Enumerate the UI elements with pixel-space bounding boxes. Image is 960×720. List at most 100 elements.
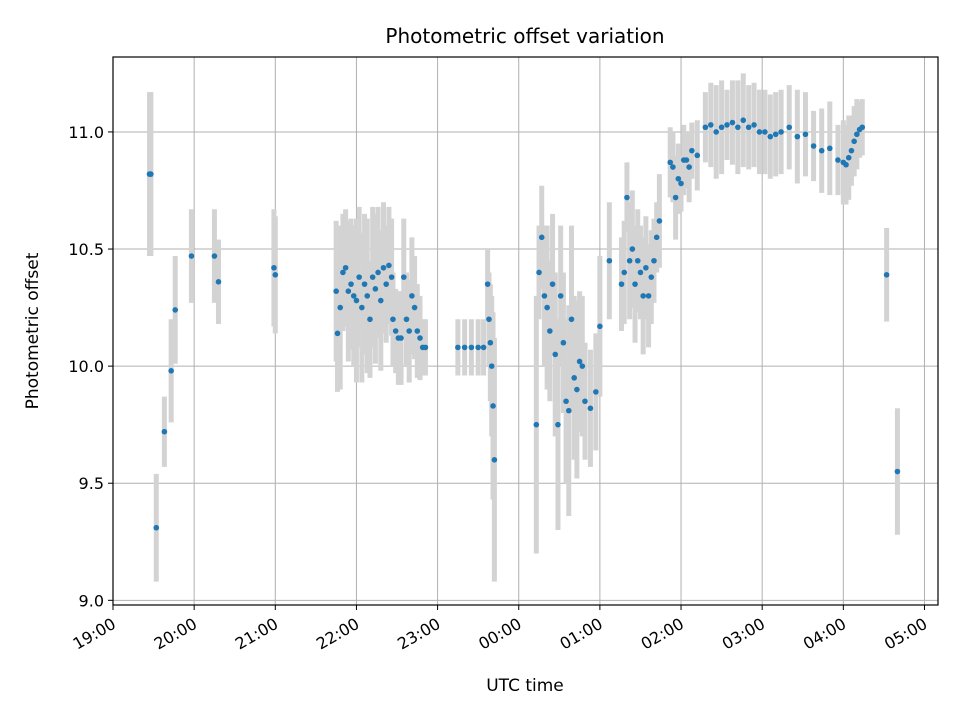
- data-point: [377, 297, 384, 304]
- data-point: [640, 293, 646, 299]
- data-point: [552, 351, 559, 358]
- data-point: [337, 304, 344, 311]
- data-point: [786, 124, 793, 131]
- data-point: [740, 117, 747, 124]
- data-point: [843, 161, 849, 168]
- data-point: [153, 524, 160, 531]
- data-point: [729, 119, 736, 126]
- data-point: [369, 274, 376, 280]
- data-point: [148, 171, 154, 177]
- data-point: [634, 257, 641, 264]
- data-point: [571, 375, 577, 381]
- data-point: [678, 180, 684, 187]
- data-point: [468, 344, 475, 351]
- y-axis-title: Photometric offset: [23, 252, 43, 409]
- data-point: [475, 344, 481, 351]
- x-tick-label: 00:00: [475, 614, 524, 654]
- data-point: [359, 304, 365, 311]
- y-tick-label: 9.0: [79, 591, 104, 610]
- data-point: [188, 253, 195, 259]
- data-point: [643, 264, 649, 271]
- data-point: [637, 269, 644, 276]
- data-point: [672, 194, 679, 201]
- data-point: [409, 293, 415, 299]
- data-point: [422, 344, 429, 351]
- data-point: [364, 293, 371, 299]
- data-point: [353, 297, 360, 304]
- x-tick-label: 22:00: [313, 614, 362, 654]
- data-point: [756, 129, 763, 135]
- x-tick-label: 20:00: [151, 614, 200, 654]
- data-point: [392, 328, 399, 334]
- data-point: [356, 274, 362, 280]
- y-tick-label: 10.5: [68, 240, 104, 259]
- data-point: [549, 281, 556, 287]
- data-point: [348, 281, 354, 287]
- data-point: [271, 264, 277, 271]
- data-point: [587, 405, 594, 412]
- data-point: [414, 328, 421, 334]
- data-point: [582, 398, 588, 405]
- x-tick-label: 03:00: [719, 614, 768, 654]
- data-point: [361, 281, 368, 287]
- data-point: [851, 138, 857, 145]
- data-point: [490, 403, 496, 409]
- data-point: [403, 316, 410, 323]
- data-point: [538, 234, 545, 241]
- data-point: [398, 335, 404, 341]
- data-point: [751, 122, 757, 128]
- data-point: [484, 281, 491, 287]
- data-point: [656, 218, 663, 224]
- data-point: [565, 407, 572, 414]
- data-point: [859, 124, 866, 131]
- x-tick-label: 19:00: [70, 614, 119, 654]
- chart-title: Photometric offset variation: [385, 24, 664, 48]
- data-point: [713, 129, 719, 135]
- data-point: [618, 281, 625, 287]
- x-tick-label: 23:00: [394, 614, 443, 654]
- data-point: [683, 157, 690, 163]
- data-point: [827, 145, 833, 152]
- data-point: [675, 175, 682, 182]
- x-tick-label: 04:00: [800, 614, 849, 654]
- data-point: [487, 339, 494, 346]
- data-point: [670, 164, 676, 170]
- data-point: [718, 124, 725, 131]
- data-point: [794, 133, 801, 140]
- data-points: [146, 117, 901, 531]
- data-point: [802, 131, 809, 138]
- data-point: [383, 281, 389, 287]
- data-point: [574, 386, 580, 393]
- data-point: [380, 264, 387, 271]
- data-point: [417, 335, 423, 341]
- data-point: [172, 307, 179, 313]
- data-point: [894, 468, 901, 475]
- data-point: [606, 257, 613, 264]
- data-point: [686, 164, 692, 170]
- data-point: [854, 131, 860, 138]
- data-point: [406, 328, 412, 334]
- data-point: [541, 293, 548, 299]
- data-point: [350, 293, 357, 299]
- data-point: [624, 194, 630, 201]
- data-point: [367, 316, 373, 323]
- data-point: [593, 389, 599, 395]
- x-tick-label: 02:00: [638, 614, 687, 654]
- data-point: [648, 274, 655, 280]
- data-point: [767, 133, 774, 140]
- data-point: [333, 288, 339, 294]
- data-point: [536, 269, 542, 276]
- data-point: [621, 269, 628, 276]
- data-point: [576, 358, 583, 365]
- data-point: [557, 293, 564, 299]
- data-point: [161, 428, 168, 435]
- data-point: [724, 122, 730, 128]
- y-axis-ticks: 9.0 9.5 10.0 10.5 11.0: [68, 123, 113, 610]
- data-point: [762, 129, 768, 135]
- data-point: [818, 147, 825, 154]
- data-point: [632, 281, 638, 287]
- data-point: [560, 339, 567, 346]
- data-point: [411, 304, 418, 311]
- data-point: [555, 421, 561, 428]
- data-point: [778, 129, 784, 135]
